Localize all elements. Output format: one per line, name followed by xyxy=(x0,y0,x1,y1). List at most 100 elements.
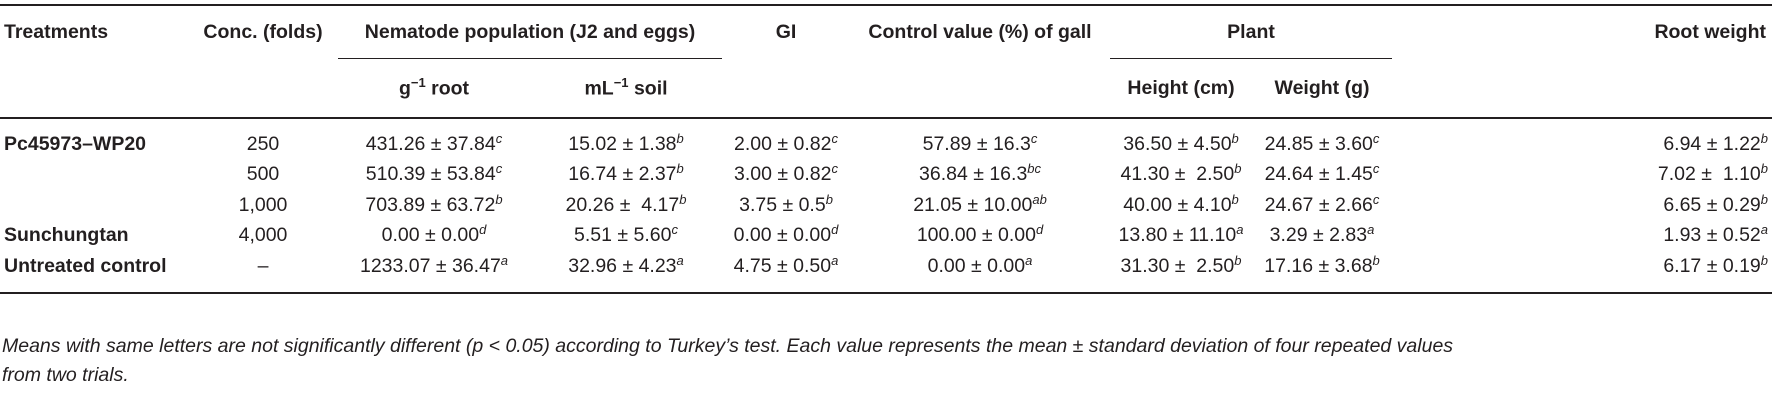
results-table: Treatments Conc. (folds) Nematode popula… xyxy=(0,4,1772,294)
header-spacer xyxy=(722,58,851,119)
significance-letter: b xyxy=(1760,252,1769,268)
header-control-value: Control value (%) of gall xyxy=(850,4,1111,59)
significance-letter: c xyxy=(495,130,503,146)
mean-sd-value: 1233.07 ± 36.47 xyxy=(359,254,501,277)
significance-letter: b xyxy=(1234,252,1242,268)
significance-letter: c xyxy=(1030,130,1038,146)
mean-sd-value: 3.29 ± 2.83 xyxy=(1269,224,1368,247)
significance-letter: b xyxy=(495,191,503,207)
unit-exponent: −1 xyxy=(613,75,629,91)
mean-sd-value: 24.67 ± 2.66 xyxy=(1264,193,1373,216)
mean-sd-value: 431.26 ± 37.84 xyxy=(365,132,496,155)
significance-letter: a xyxy=(1025,252,1033,268)
value-cell: 57.89 ± 16.3c xyxy=(850,118,1110,160)
mean-sd-value: 1.93 ± 0.52 xyxy=(1663,224,1761,247)
value-cell: 3.29 ± 2.83a xyxy=(1252,221,1392,252)
significance-letter: b xyxy=(1234,161,1242,177)
treatment-cell: Pc45973–WP20 xyxy=(4,132,147,155)
conc-cell: – xyxy=(188,251,338,294)
value-cell: 6.65 ± 0.29b xyxy=(1392,190,1772,221)
table-row: Untreated control –1233.07 ± 36.47a 32.96 … xyxy=(0,251,1772,294)
header-spacer xyxy=(0,58,188,119)
mean-sd-value: 6.65 ± 0.29 xyxy=(1663,193,1761,216)
conc-cell: 1,000 xyxy=(238,193,288,216)
mean-sd-value: 100.00 ± 0.00 xyxy=(916,224,1036,247)
unit-tail: soil xyxy=(628,77,668,100)
treatment-cell: Sunchungtan xyxy=(4,224,129,247)
mean-sd-value: 15.02 ± 1.38 xyxy=(568,132,677,155)
value-cell: 32.96 ± 4.23a xyxy=(530,251,723,294)
mean-sd-value: 703.89 ± 63.72 xyxy=(365,193,496,216)
mean-sd-value: 36.50 ± 4.50 xyxy=(1123,132,1232,155)
mean-sd-value: 31.30 ± 2.50 xyxy=(1120,254,1235,277)
significance-letter: b xyxy=(1760,130,1769,146)
value-cell: 7.02 ± 1.10b xyxy=(1392,160,1772,191)
mean-sd-value: 0.00 ± 0.00 xyxy=(927,254,1026,277)
value-cell: 6.17 ± 0.19b xyxy=(1392,251,1772,294)
header-height: Height (cm) xyxy=(1110,58,1253,119)
mean-sd-value: 6.17 ± 0.19 xyxy=(1663,254,1761,277)
value-cell: 24.64 ± 1.45c xyxy=(1252,160,1392,191)
footnote-line: Means with same letters are not signific… xyxy=(2,335,1454,357)
mean-sd-value: 0.00 ± 0.00 xyxy=(733,224,832,247)
header-root-weight: Root weight xyxy=(1392,4,1772,59)
significance-letter: b xyxy=(679,191,687,207)
header-plant: Plant xyxy=(1110,4,1393,59)
value-cell: 6.94 ± 1.22b xyxy=(1392,118,1772,160)
mean-sd-value: 13.80 ± 11.10 xyxy=(1118,224,1237,247)
value-cell: 36.84 ± 16.3bc xyxy=(850,160,1110,191)
mean-sd-value: 6.94 ± 1.22 xyxy=(1663,132,1761,155)
header-per-ml-soil: mL−1 soil xyxy=(530,58,723,119)
significance-letter: bc xyxy=(1027,161,1042,177)
header-spacer xyxy=(188,58,338,119)
value-cell: 100.00 ± 0.00d xyxy=(850,221,1110,252)
header-per-gram-root: g−1 root xyxy=(338,58,530,119)
significance-letter: b xyxy=(1760,191,1769,207)
significance-letter: c xyxy=(831,130,838,146)
significance-letter: a xyxy=(831,252,839,268)
mean-sd-value: 17.16 ± 3.68 xyxy=(1264,254,1373,277)
mean-sd-value: 4.75 ± 0.50 xyxy=(733,254,832,277)
value-cell: 0.00 ± 0.00d xyxy=(722,221,850,252)
significance-letter: a xyxy=(1760,222,1769,238)
value-cell: 4.75 ± 0.50a xyxy=(722,251,851,294)
value-cell: 15.02 ± 1.38b xyxy=(530,118,722,160)
treatment-cell xyxy=(0,160,188,191)
value-cell: 24.67 ± 2.66c xyxy=(1252,190,1392,221)
mean-sd-value: 2.00 ± 0.82 xyxy=(734,132,832,155)
mean-sd-value: 32.96 ± 4.23 xyxy=(568,254,677,277)
mean-sd-value: 24.85 ± 3.60 xyxy=(1264,132,1373,155)
unit-base: g xyxy=(398,77,411,100)
significance-letter: b xyxy=(1231,130,1239,146)
value-cell: 510.39 ± 53.84c xyxy=(338,160,530,191)
significance-letter: c xyxy=(495,161,503,177)
significance-letter: b xyxy=(676,130,684,146)
value-cell: 31.30 ± 2.50b xyxy=(1110,251,1253,294)
mean-sd-value: 40.00 ± 4.10 xyxy=(1123,193,1232,216)
significance-letter: a xyxy=(500,252,509,268)
value-cell: 13.80 ± 11.10a xyxy=(1110,221,1252,252)
significance-letter: b xyxy=(1760,161,1769,177)
value-cell: 16.74 ± 2.37b xyxy=(530,160,722,191)
footnote-line: from two trials. xyxy=(2,364,129,386)
value-cell: 36.50 ± 4.50b xyxy=(1110,118,1252,160)
value-cell: 0.00 ± 0.00a xyxy=(850,251,1111,294)
significance-letter: a xyxy=(676,252,684,268)
significance-letter: c xyxy=(1372,130,1380,146)
value-cell: 40.00 ± 4.10b xyxy=(1110,190,1252,221)
significance-letter: b xyxy=(676,161,684,177)
mean-sd-value: 36.84 ± 16.3 xyxy=(919,163,1028,186)
significance-letter: ab xyxy=(1032,191,1047,207)
significance-letter: a xyxy=(1367,222,1375,238)
table-footnote: Means with same letters are not signific… xyxy=(2,332,1770,390)
table-row: Pc45973–WP20 250 431.26 ± 37.84c 15.02 ± 1.… xyxy=(0,118,1772,160)
value-cell: 24.85 ± 3.60c xyxy=(1252,118,1392,160)
value-cell: 1233.07 ± 36.47a xyxy=(338,251,530,294)
value-cell: 21.05 ± 10.00ab xyxy=(850,190,1110,221)
header-weight: Weight (g) xyxy=(1252,58,1393,119)
header-conc: Conc. (folds) xyxy=(188,4,338,59)
conc-cell: 500 xyxy=(246,163,280,186)
significance-letter: c xyxy=(1372,191,1380,207)
treatment-cell: Untreated control xyxy=(0,251,188,294)
